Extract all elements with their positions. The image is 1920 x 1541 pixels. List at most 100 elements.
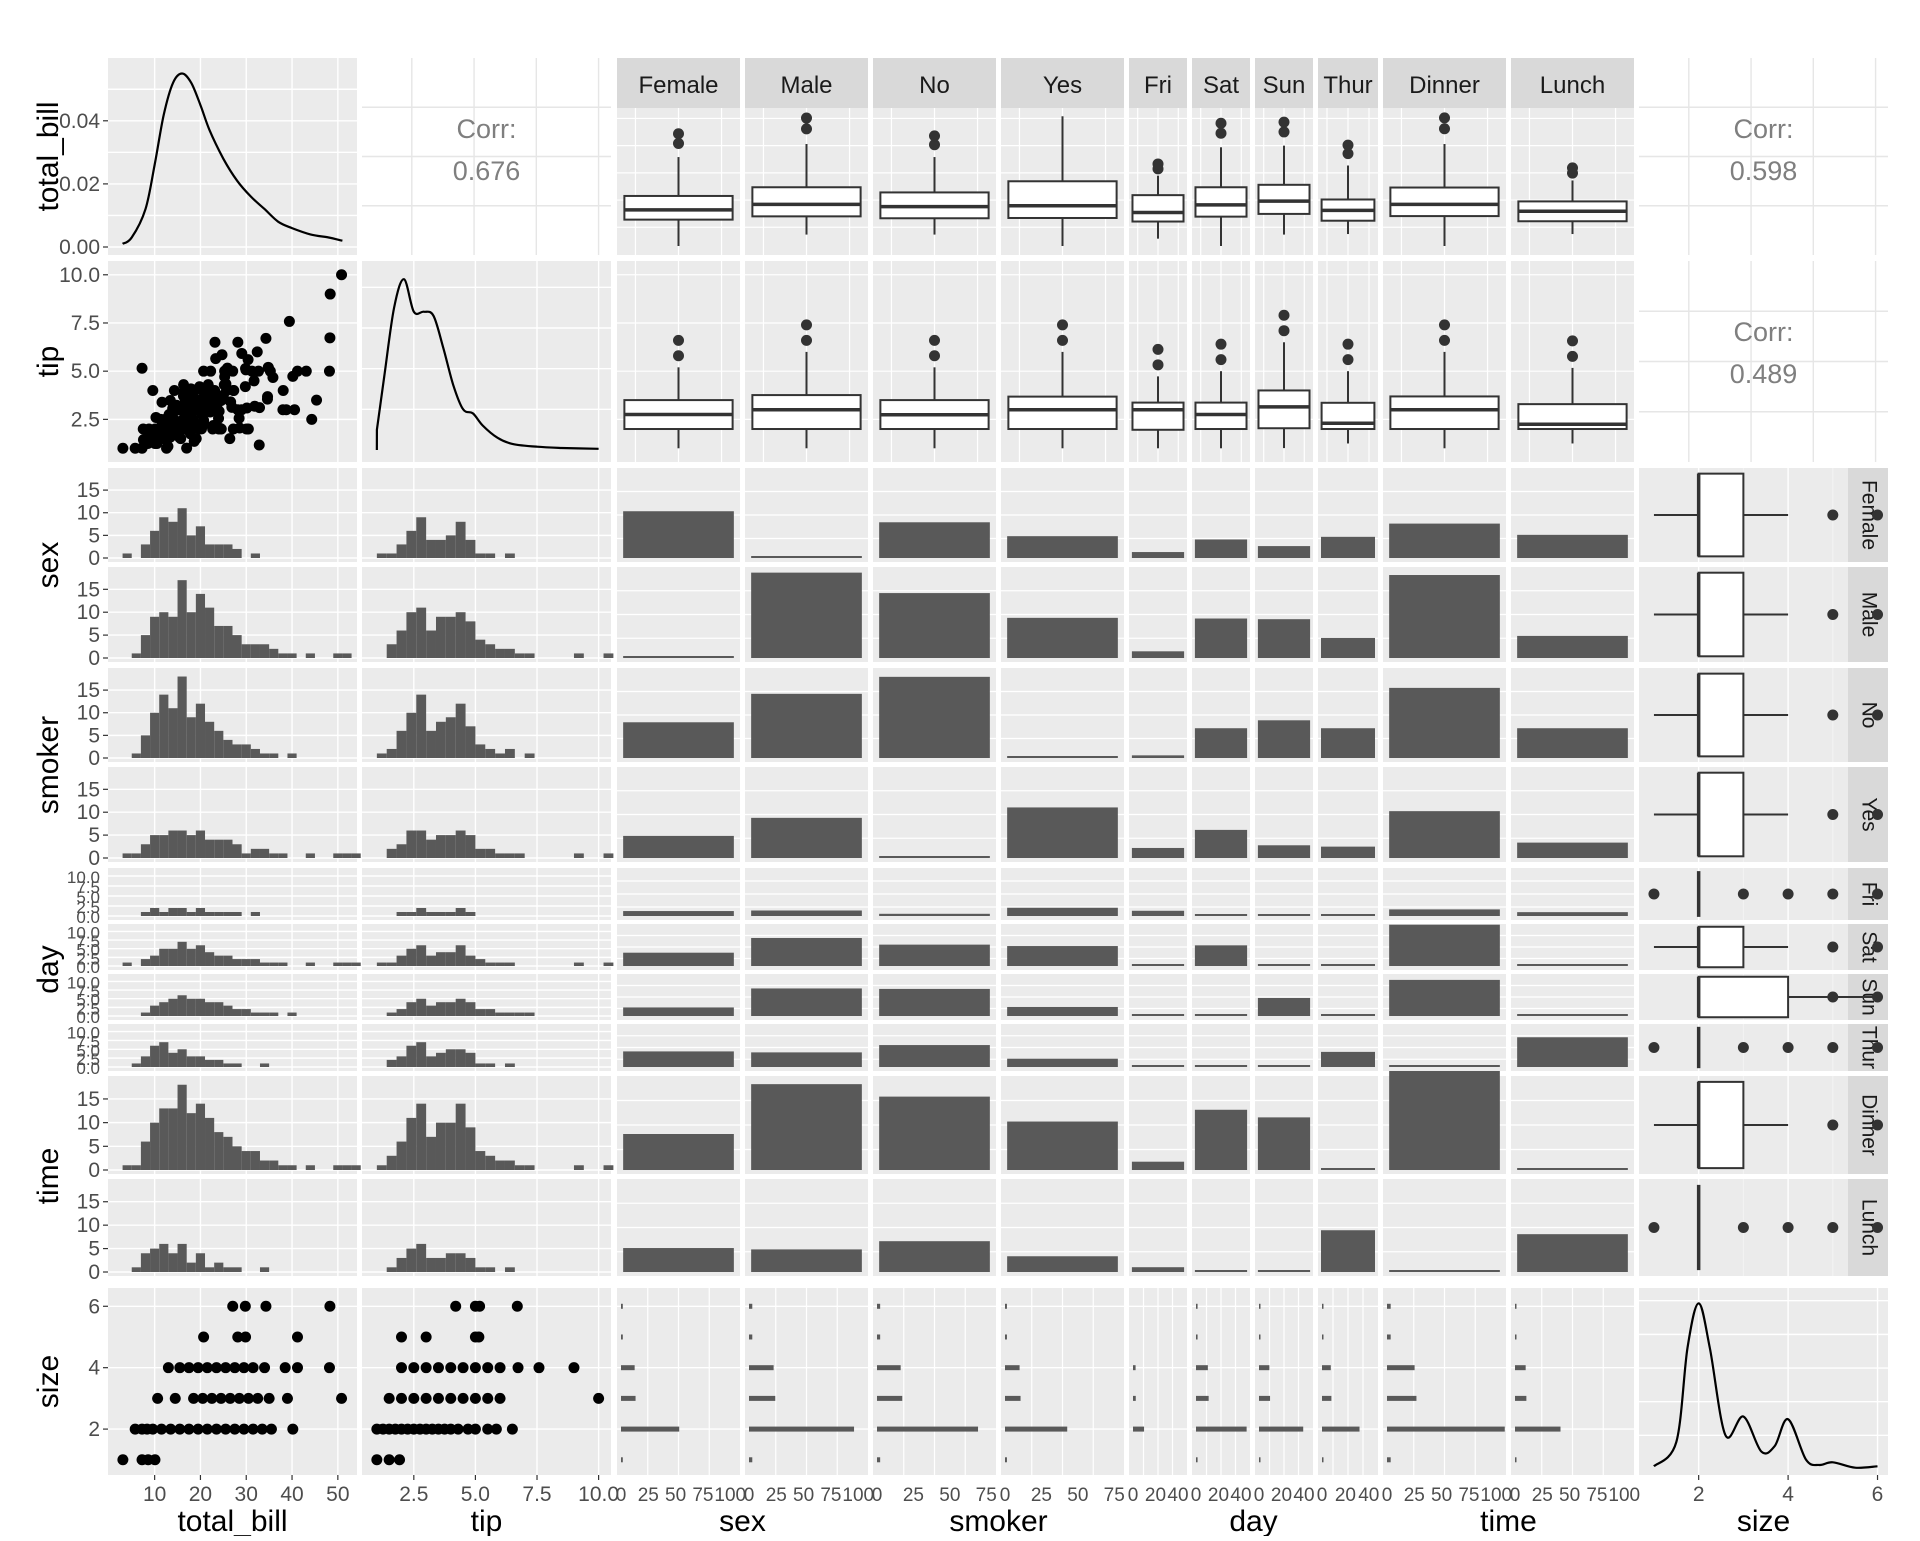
box-total-bill-time-Dinner-box <box>1389 186 1500 218</box>
hist-bar <box>406 1248 417 1272</box>
bar-sex-Male-time-Lunch <box>1517 635 1628 658</box>
box-total-bill-time-Dinner-outlier-1 <box>1439 112 1450 124</box>
scatter-panel-total_bill_vs_size <box>108 1288 357 1475</box>
ytick-tip: 2.5 <box>71 408 100 431</box>
strip-sex-Female <box>617 58 740 108</box>
hist-bar <box>232 548 242 558</box>
strip-smoker-Yes <box>1001 58 1124 108</box>
size-hist-bar <box>621 1457 623 1463</box>
scatter-point <box>183 1423 195 1435</box>
bar-time-Dinner-smoker-No <box>879 1096 990 1170</box>
strip-label-day-Sat: Sat <box>1203 72 1239 99</box>
ytick-count: 10 <box>77 601 100 624</box>
hist-bar <box>122 962 132 966</box>
corr-value-total_bill_size: 0.598 <box>1730 156 1798 186</box>
size-box-sex-Male <box>1697 571 1745 658</box>
size-hist-bar <box>1005 1334 1007 1340</box>
scatter-point <box>311 394 323 406</box>
size-box-outlier <box>1827 809 1839 820</box>
hist-bar <box>435 912 446 916</box>
size-hist-bar <box>1387 1426 1505 1432</box>
ytick-count: 15 <box>77 578 100 601</box>
hist-bar <box>223 1063 233 1067</box>
ytick-count: 10 <box>77 502 100 525</box>
box-total-bill-day-Sat-outlier-0 <box>1215 127 1227 139</box>
scatter-point <box>482 1392 494 1404</box>
size-box-outlier <box>1737 1042 1749 1053</box>
scatter-point <box>256 1423 268 1435</box>
xtick-total-bill: 40 <box>280 1483 303 1506</box>
hist-bar <box>223 839 233 858</box>
hist-bar <box>396 1257 407 1272</box>
bar-day-Sat-smoker-Yes <box>1007 946 1118 966</box>
scatter-point <box>238 1362 250 1374</box>
density-panel-size <box>1639 1288 1888 1475</box>
size-hist-bar <box>1005 1426 1068 1432</box>
size-hist-bar <box>1196 1334 1198 1340</box>
xtick-total-bill: 20 <box>189 1483 212 1506</box>
scatter-point <box>482 1362 494 1374</box>
bar-sex-Female-day-Sat <box>1194 539 1248 558</box>
hist-bar <box>416 1103 427 1170</box>
hist-bar <box>159 948 169 966</box>
hist-bar <box>259 1063 270 1067</box>
xtick-smoker: 0 <box>872 1485 883 1506</box>
hist-bar <box>445 717 456 758</box>
hist-bar <box>232 1063 242 1067</box>
hist-bar <box>514 1012 525 1016</box>
scatter-point <box>469 1362 481 1374</box>
size-box-outlier <box>1648 1222 1660 1233</box>
strip-label-smoker-Yes: Yes <box>1043 72 1082 99</box>
hist-bar <box>485 962 496 966</box>
scatter-point <box>117 1454 129 1466</box>
hist-bar <box>131 853 141 858</box>
scatter-point <box>262 362 274 374</box>
hist-bar <box>122 1165 132 1170</box>
hist-bar <box>241 644 251 658</box>
scatter-point <box>174 1362 186 1374</box>
strip-label-right-sex-Female: Female <box>1857 480 1880 550</box>
hist-bar <box>269 648 279 658</box>
xtick-day: 20 <box>1208 1485 1229 1506</box>
scatter-point <box>186 394 198 406</box>
box-total-bill-day-Sun-outlier-0 <box>1278 126 1290 138</box>
hist-bar <box>435 721 446 758</box>
hist-bar <box>232 844 242 858</box>
hist-bar <box>485 553 496 558</box>
bar-smoker-Yes-sex-Male <box>751 817 862 858</box>
hist-bar <box>426 630 436 658</box>
ytick-day-count: 2.5 <box>76 999 100 1018</box>
hist-bar <box>435 539 446 558</box>
hist-bar <box>455 830 466 858</box>
bar-sex-Male-time-Dinner <box>1389 575 1500 658</box>
ytick-count: 5 <box>88 624 100 647</box>
scatter-point <box>383 1454 395 1466</box>
scatter-point <box>227 1300 239 1312</box>
scatter-point <box>198 365 210 377</box>
hist-bar <box>159 912 169 916</box>
hist-bar <box>386 1012 397 1016</box>
hist-bar <box>186 948 196 966</box>
xtick-day: 20 <box>1145 1485 1166 1506</box>
scatter-point <box>233 1392 245 1404</box>
scatter-point <box>229 1423 241 1435</box>
hist-bar <box>140 912 151 916</box>
hist-bar <box>406 948 417 966</box>
size-hist-bar <box>1322 1334 1324 1340</box>
hist-bar <box>396 912 407 916</box>
xtick-sex: 50 <box>665 1485 686 1506</box>
hist-bar <box>232 635 242 658</box>
hist-bar <box>150 955 160 966</box>
size-hist-bar <box>1387 1395 1417 1401</box>
size-hist-bar <box>1259 1303 1261 1309</box>
hist-bar <box>445 1122 456 1170</box>
bar-day-Sun-smoker-No <box>879 988 990 1016</box>
scatter-point <box>248 375 260 387</box>
hist-bar <box>205 1117 215 1170</box>
hist-bar <box>195 1253 206 1272</box>
hist-bar <box>573 853 584 858</box>
hist-bar <box>406 612 417 658</box>
size-hist-bar <box>1133 1426 1145 1432</box>
hist-bar <box>406 830 417 858</box>
bar-day-Sat-smoker-No <box>879 944 990 966</box>
